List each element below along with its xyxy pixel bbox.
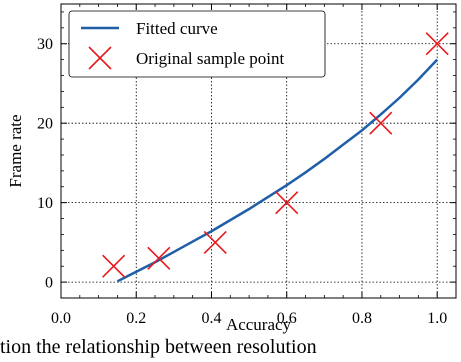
series-layer: [102, 32, 449, 283]
tick-labels: 0.0 0.2 0.4 0.6 0.8 1.0 0 10 20 30: [37, 36, 447, 327]
sample-point-marker: [147, 246, 171, 270]
figure-caption-fragment: tion the relationship between resolution: [0, 336, 317, 358]
fitted-curve-line: [116, 58, 439, 283]
y-tick-label: 30: [37, 36, 53, 53]
marker-stroke: [275, 191, 299, 215]
x-tick-label: 0.2: [126, 310, 146, 327]
legend-marker-stroke: [88, 46, 112, 70]
marker-stroke: [369, 111, 393, 135]
marker-stroke: [147, 246, 171, 270]
x-tick-label: 0.4: [201, 310, 221, 327]
sample-point-marker: [203, 230, 227, 254]
x-tick-label: 0.0: [51, 310, 71, 327]
legend-label-fitted-curve: Fitted curve: [136, 19, 218, 38]
x-axis-label: Accuracy: [226, 315, 292, 334]
x-tick-label: 0.6: [277, 310, 297, 327]
legend-label-original-sample-point: Original sample point: [136, 49, 285, 68]
sample-point-marker: [275, 191, 299, 215]
sample-point-marker: [369, 111, 393, 135]
marker-stroke: [102, 254, 126, 278]
x-tick-label: 1.0: [427, 310, 447, 327]
marker-stroke: [203, 230, 227, 254]
y-tick-label: 10: [37, 195, 53, 212]
chart: 0.0 0.2 0.4 0.6 0.8 1.0 0 10 20 30 Accuracy Frame…: [6, 3, 457, 334]
ticks: [60, 4, 456, 299]
y-tick-label: 20: [37, 116, 53, 133]
x-tick-label: 0.8: [352, 310, 372, 327]
sample-point-marker: [102, 254, 126, 278]
legend-x-marker: [88, 46, 112, 70]
plot-frame: [60, 3, 457, 299]
legend: Fitted curve Original sample point: [68, 10, 326, 78]
marker-stroke: [425, 32, 449, 56]
legend-box: [68, 10, 326, 78]
sample-point-marker: [425, 32, 449, 56]
y-axis-label: Frame rate: [6, 114, 25, 187]
y-tick-label: 0: [45, 275, 53, 292]
